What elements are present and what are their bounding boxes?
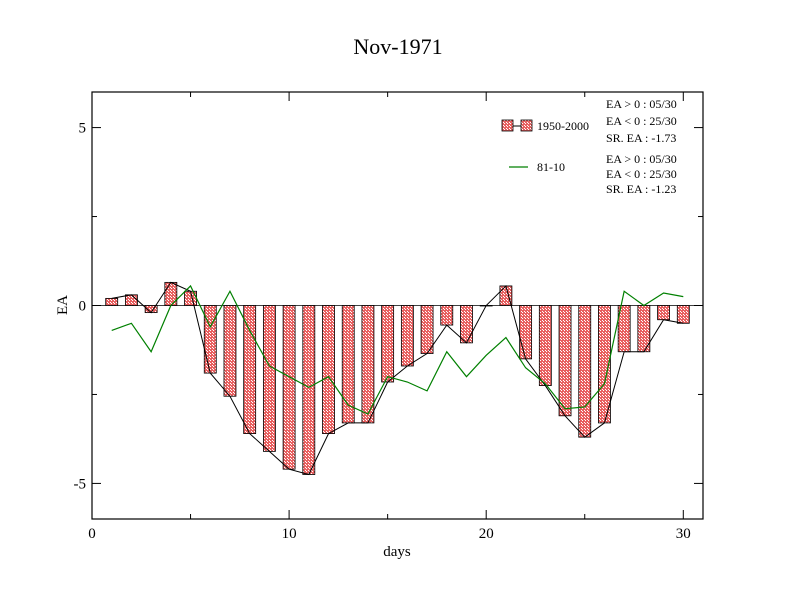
- bar-day-22: [519, 305, 533, 360]
- legend: 1950-2000 81-10: [501, 119, 589, 174]
- stat-line: SR. EA : -1.23: [606, 182, 676, 196]
- x-tick-label: 10: [282, 526, 297, 542]
- bar-day-12: [322, 305, 335, 435]
- bar-day-11: [302, 305, 316, 475]
- x-tick-label: 30: [676, 526, 691, 542]
- bar-day-19: [460, 305, 473, 344]
- bar-day-6: [203, 305, 217, 374]
- bar-day-1: [105, 297, 119, 306]
- stat-line: SR. EA : -1.73: [606, 131, 676, 145]
- bars-layer: [92, 281, 703, 475]
- lines-layer: [111, 281, 684, 476]
- y-tick-label: 0: [79, 299, 87, 315]
- x-tick-label: 20: [479, 526, 494, 542]
- chart-title: Nov-1971: [353, 34, 442, 59]
- bar-day-23: [538, 305, 552, 386]
- bar-day-15: [381, 305, 395, 383]
- bar-day-2: [125, 294, 138, 306]
- bar-day-17: [420, 305, 434, 354]
- bar-day-10: [282, 305, 296, 470]
- series-line-81-10: [111, 284, 684, 415]
- x-axis-label: days: [383, 544, 411, 560]
- y-tick-label: -5: [74, 476, 87, 492]
- legend-swatch-1950-2000-b: [520, 119, 533, 132]
- bar-day-25: [578, 305, 592, 438]
- bar-day-16: [400, 305, 414, 367]
- stat-line: EA > 0 : 05/30: [606, 97, 677, 111]
- bar-day-18: [440, 305, 454, 326]
- bar-day-7: [223, 305, 237, 397]
- stats-block-1: EA > 0 : 05/30 EA < 0 : 25/30 SR. EA : -…: [606, 97, 677, 145]
- y-tick-label: 5: [79, 121, 87, 137]
- legend-label-1950-2000: 1950-2000: [537, 119, 589, 133]
- series-line-1950-2000: [111, 281, 684, 476]
- legend-label-81-10: 81-10: [537, 160, 565, 174]
- stat-line: EA < 0 : 25/30: [606, 167, 677, 181]
- stat-line: EA > 0 : 05/30: [606, 152, 677, 166]
- ticks-layer: 0 10 20 30 5 0 -5: [74, 92, 703, 542]
- bar-day-30: [676, 305, 690, 324]
- bar-day-8: [243, 305, 257, 435]
- bar-day-9: [262, 305, 276, 452]
- bar-day-29: [657, 305, 670, 321]
- x-tick-label: 0: [88, 526, 96, 542]
- bar-day-24: [558, 305, 572, 417]
- stat-line: EA < 0 : 25/30: [606, 114, 677, 128]
- y-axis-label: EA: [55, 295, 71, 315]
- stats-block-2: EA > 0 : 05/30 EA < 0 : 25/30 SR. EA : -…: [606, 152, 677, 196]
- legend-swatch-1950-2000-a: [501, 119, 514, 132]
